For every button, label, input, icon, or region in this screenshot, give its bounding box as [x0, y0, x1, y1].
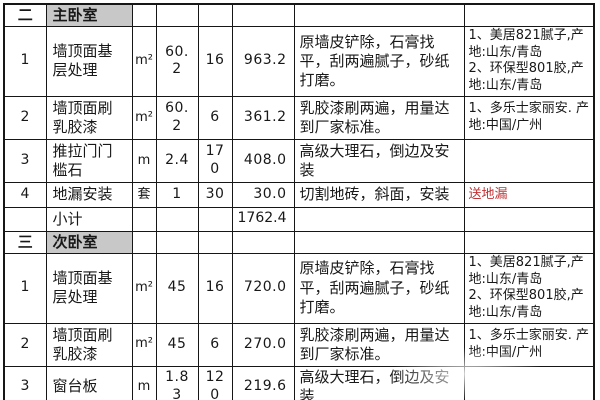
cell-qty: 60.2	[155, 95, 199, 141]
cell-materials: 1、多乐士家丽安. 产地:中国/广州	[463, 95, 595, 141]
cell-desc: 切割地砖，斜面，安装	[293, 182, 465, 208]
cell-unit	[131, 230, 157, 255]
quotation-table-body: 二主卧室 1 墙顶面基层处理 m² 60.2 16 963.2 原墙皮铲除，石膏找平，刮两遍腻…	[3, 3, 595, 400]
cell-seq: 1	[3, 26, 47, 97]
cell-materials	[463, 230, 595, 255]
item-row: 3 窗台板 m 1.83 120 219.6 高级大理石，倒边及安装	[3, 365, 595, 400]
cell-unit: m	[131, 365, 157, 400]
cell-seq: 3	[3, 139, 47, 184]
cell-name: 次卧室	[45, 230, 133, 255]
cell-qty: 2.4	[155, 139, 199, 184]
cell-desc: 乳胶漆刷两遍，用量达到厂家标准。	[293, 322, 465, 367]
cell-materials	[463, 206, 595, 232]
cell-unit: m²	[131, 253, 157, 324]
item-row: 2 墙顶面刷乳胶漆 m² 60.2 6 361.2 乳胶漆刷两遍，用量达到厂家标准。 1、多乐…	[3, 95, 595, 141]
cell-qty	[155, 3, 199, 28]
cell-qty	[155, 230, 199, 255]
item-row: 4 地漏安装套 1 30 30.0 切割地砖，斜面，安装 送地漏	[3, 182, 595, 208]
cell-total: 361.2	[231, 95, 295, 141]
cell-name: 窗台板	[45, 365, 133, 400]
cell-materials: 1、美居821腻子,产地:山东/青岛 2、环保型801胶,产地:山东/青岛	[463, 253, 595, 324]
cell-price: 170	[197, 139, 233, 184]
cell-seq: 三	[3, 230, 47, 255]
cell-total	[231, 3, 295, 28]
cell-total: 270.0	[231, 322, 295, 367]
cell-materials: 送地漏	[463, 182, 595, 208]
cell-name: 主卧室	[45, 3, 133, 28]
cell-materials: 1、美居821腻子,产地:山东/青岛 2、环保型801胶,产地:山东/青岛	[463, 26, 595, 97]
cell-desc: 原墙皮铲除，石膏找平，刮两遍腻子，砂纸打磨。	[293, 253, 465, 324]
cell-seq: 1	[3, 253, 47, 324]
cell-name: 推拉门门槛石	[45, 139, 133, 184]
quotation-table: 二主卧室 1 墙顶面基层处理 m² 60.2 16 963.2 原墙皮铲除，石膏找平，刮两遍腻…	[3, 3, 595, 400]
cell-name: 墙顶面基层处理	[45, 26, 133, 97]
cell-desc	[293, 206, 465, 232]
cell-total: 963.2	[231, 26, 295, 97]
cell-total: 408.0	[231, 139, 295, 184]
cell-qty: 1	[155, 182, 199, 208]
cell-seq: 2	[3, 322, 47, 367]
section-header-row: 三次卧室	[3, 230, 595, 255]
section-header-row: 二主卧室	[3, 3, 595, 28]
cell-seq: 4	[3, 182, 47, 208]
cell-unit: m²	[131, 95, 157, 141]
cell-seq	[3, 206, 47, 232]
cell-unit	[131, 206, 157, 232]
cell-qty: 60.2	[155, 26, 199, 97]
cell-total: 1762.4	[231, 206, 295, 232]
cell-total	[231, 230, 295, 255]
cell-price: 16	[197, 26, 233, 97]
cell-materials	[463, 139, 595, 184]
item-row: 2 墙顶面刷乳胶漆 m² 45 6 270.0 乳胶漆刷两遍，用量达到厂家标准。 1、多乐士家…	[3, 322, 595, 367]
cell-price: 6	[197, 95, 233, 141]
item-row: 1 墙顶面基层处理 m² 45 16 720.0 原墙皮铲除，石膏找平，刮两遍腻子，砂纸打磨…	[3, 253, 595, 324]
cell-name: 墙顶面基层处理	[45, 253, 133, 324]
cell-name: 墙顶面刷乳胶漆	[45, 322, 133, 367]
cell-price: 120	[197, 365, 233, 400]
cell-price: 30	[197, 182, 233, 208]
cell-qty: 1.83	[155, 365, 199, 400]
cell-unit: m	[131, 139, 157, 184]
cell-seq: 二	[3, 3, 47, 28]
cell-seq: 3	[3, 365, 47, 400]
cell-price: 6	[197, 322, 233, 367]
cell-unit: m²	[131, 26, 157, 97]
cell-name: 地漏安装	[45, 182, 133, 208]
cell-name: 小计	[45, 206, 133, 232]
cell-materials	[463, 3, 595, 28]
cell-qty	[155, 206, 199, 232]
cell-price	[197, 206, 233, 232]
cell-total: 720.0	[231, 253, 295, 324]
cell-unit: m²	[131, 322, 157, 367]
item-row: 3 推拉门门槛石 m 2.4 170 408.0 高级大理石，倒边及安装	[3, 139, 595, 184]
cell-price: 16	[197, 253, 233, 324]
item-row: 1 墙顶面基层处理 m² 60.2 16 963.2 原墙皮铲除，石膏找平，刮两遍腻子，砂纸…	[3, 26, 595, 97]
cell-desc: 高级大理石，倒边及安装	[293, 365, 465, 400]
cell-unit	[131, 3, 157, 28]
cell-qty: 45	[155, 322, 199, 367]
cell-unit: 套	[131, 182, 157, 208]
cell-total: 30.0	[231, 182, 295, 208]
cell-seq: 2	[3, 95, 47, 141]
cell-price	[197, 230, 233, 255]
cell-desc	[293, 3, 465, 28]
cell-qty: 45	[155, 253, 199, 324]
cell-price	[197, 3, 233, 28]
cell-desc: 原墙皮铲除，石膏找平，刮两遍腻子，砂纸打磨。	[293, 26, 465, 97]
cell-desc: 乳胶漆刷两遍，用量达到厂家标准。	[293, 95, 465, 141]
cell-name: 墙顶面刷乳胶漆	[45, 95, 133, 141]
cell-desc: 高级大理石，倒边及安装	[293, 139, 465, 184]
cell-desc	[293, 230, 465, 255]
subtotal-row: 小计 1762.4	[3, 206, 595, 232]
cell-total: 219.6	[231, 365, 295, 400]
cell-materials: 1、多乐士家丽安. 产地:中国/广州	[463, 322, 595, 367]
cell-materials	[463, 365, 595, 400]
